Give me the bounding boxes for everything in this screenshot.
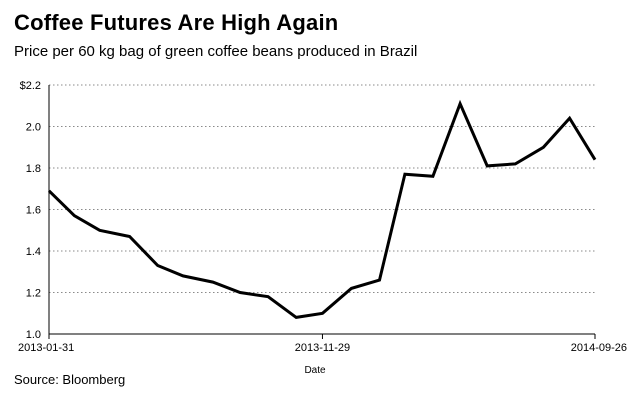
y-tick-label: 1.6 <box>26 205 41 217</box>
y-tick-label: 1.2 <box>26 288 41 300</box>
y-tick-label: 1.8 <box>26 163 41 175</box>
x-tick-label: 2014-09-26 <box>571 342 627 354</box>
y-tick-label: 1.0 <box>26 329 41 341</box>
x-axis-title: Date <box>304 365 326 376</box>
series-line <box>47 99 597 319</box>
chart-subtitle: Price per 60 kg bag of green coffee bean… <box>14 43 418 60</box>
source-note: Source: Bloomberg <box>14 372 126 387</box>
y-tick-label: 1.4 <box>26 246 41 258</box>
y-tick-label: 2.0 <box>26 122 41 134</box>
chart-title: Coffee Futures Are High Again <box>14 10 339 35</box>
y-tick-label: $2.2 <box>20 80 41 92</box>
x-tick-label: 2013-01-31 <box>18 342 74 354</box>
x-tick-label: 2013-11-29 <box>295 342 350 354</box>
